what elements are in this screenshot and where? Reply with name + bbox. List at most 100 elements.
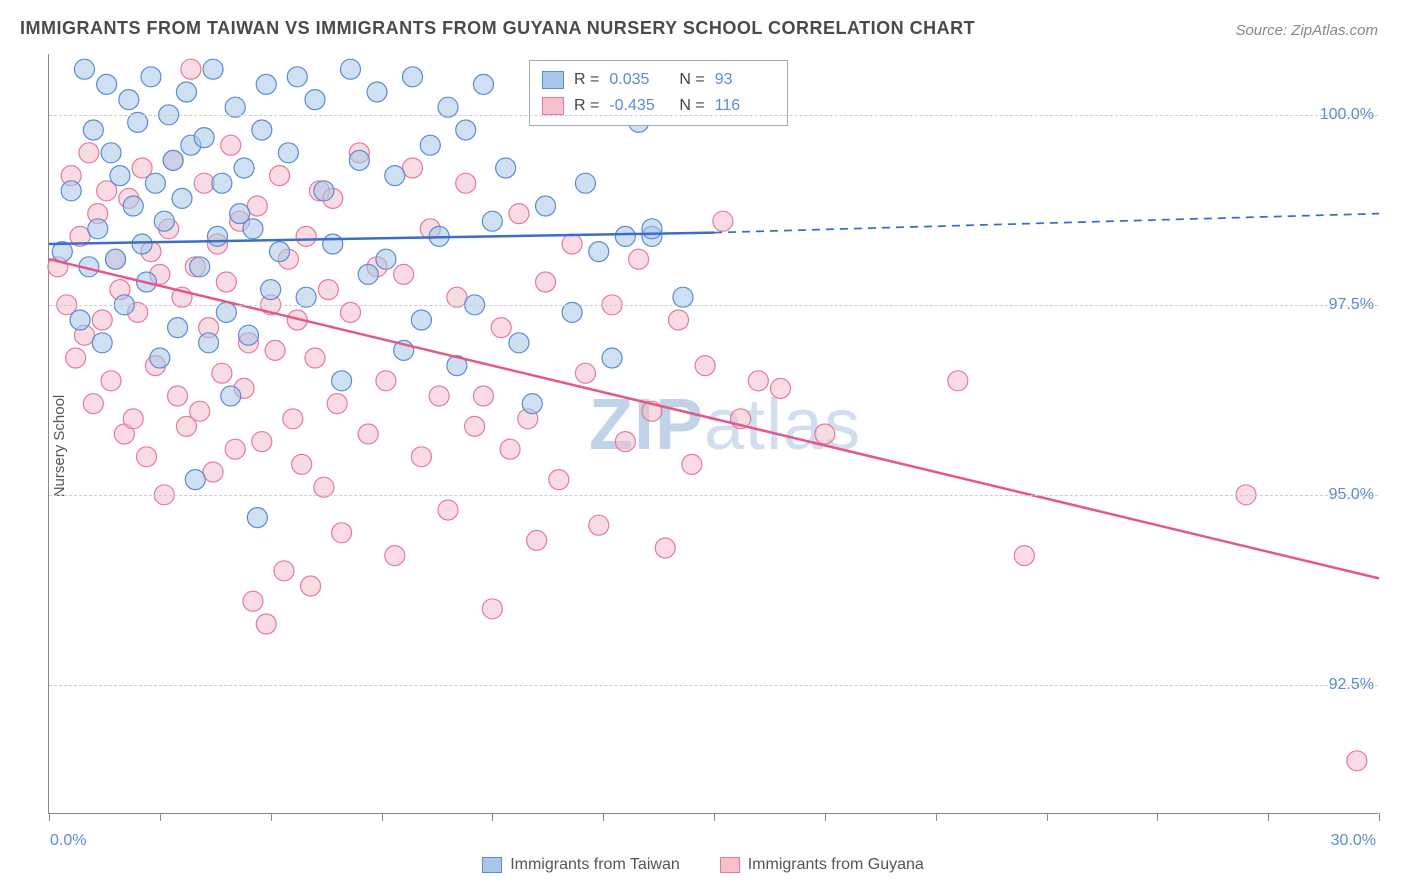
scatter-point — [119, 90, 139, 110]
scatter-point — [367, 82, 387, 102]
scatter-point — [655, 538, 675, 558]
scatter-point — [429, 386, 449, 406]
scatter-point — [482, 211, 502, 231]
y-tick-label: 95.0% — [1329, 486, 1382, 504]
scatter-point — [536, 272, 556, 292]
scatter-point — [305, 348, 325, 368]
scatter-point — [589, 515, 609, 535]
scatter-point — [79, 143, 99, 163]
scatter-point — [212, 173, 232, 193]
legend-r-guyana: -0.435 — [609, 97, 669, 115]
scatter-point — [292, 454, 312, 474]
scatter-point — [358, 264, 378, 284]
bottom-swatch-guyana — [720, 857, 740, 873]
scatter-point — [473, 386, 493, 406]
scatter-point — [163, 150, 183, 170]
scatter-point — [695, 356, 715, 376]
scatter-point — [629, 249, 649, 269]
scatter-point — [101, 371, 121, 391]
scatter-point — [203, 59, 223, 79]
scatter-point — [123, 196, 143, 216]
scatter-point — [270, 166, 290, 186]
scatter-point — [948, 371, 968, 391]
scatter-point — [771, 378, 791, 398]
scatter-point — [314, 181, 334, 201]
trendline-taiwan-dashed — [714, 214, 1379, 233]
scatter-point — [150, 348, 170, 368]
scatter-point — [575, 173, 595, 193]
chart-title: IMMIGRANTS FROM TAIWAN VS IMMIGRANTS FRO… — [20, 18, 975, 39]
legend-n-label: N = — [679, 71, 704, 89]
scatter-point — [473, 74, 493, 94]
legend-swatch-taiwan — [542, 71, 564, 89]
scatter-point — [212, 363, 232, 383]
bottom-label-guyana: Immigrants from Guyana — [748, 856, 924, 874]
scatter-point — [101, 143, 121, 163]
x-tick — [1268, 813, 1269, 821]
scatter-point — [70, 310, 90, 330]
correlation-legend: R = 0.035 N = 93 R = -0.435 N = 116 — [529, 60, 788, 126]
scatter-point — [185, 470, 205, 490]
scatter-point — [411, 447, 431, 467]
scatter-point — [1347, 751, 1367, 771]
scatter-point — [491, 318, 511, 338]
scatter-point — [669, 310, 689, 330]
scatter-point — [207, 226, 227, 246]
scatter-point — [106, 249, 126, 269]
scatter-point — [748, 371, 768, 391]
x-tick — [1047, 813, 1048, 821]
chart-svg — [49, 54, 1378, 813]
scatter-point — [301, 576, 321, 596]
scatter-point — [376, 371, 396, 391]
scatter-point — [682, 454, 702, 474]
scatter-point — [243, 219, 263, 239]
scatter-point — [141, 67, 161, 87]
scatter-point — [83, 394, 103, 414]
scatter-point — [252, 120, 272, 140]
scatter-point — [562, 234, 582, 254]
scatter-point — [642, 219, 662, 239]
scatter-point — [438, 500, 458, 520]
scatter-point — [265, 340, 285, 360]
scatter-point — [194, 128, 214, 148]
scatter-point — [509, 204, 529, 224]
scatter-point — [527, 530, 547, 550]
scatter-point — [1014, 546, 1034, 566]
bottom-label-taiwan: Immigrants from Taiwan — [510, 856, 680, 874]
scatter-point — [92, 310, 112, 330]
scatter-point — [221, 135, 241, 155]
x-axis-min-label: 0.0% — [50, 832, 86, 850]
scatter-point — [615, 432, 635, 452]
scatter-point — [110, 166, 130, 186]
scatter-point — [132, 234, 152, 254]
trendline-guyana — [49, 259, 1379, 578]
scatter-point — [296, 226, 316, 246]
scatter-point — [522, 394, 542, 414]
scatter-point — [256, 74, 276, 94]
scatter-point — [376, 249, 396, 269]
bottom-legend-guyana: Immigrants from Guyana — [720, 856, 924, 874]
bottom-legend: Immigrants from Taiwan Immigrants from G… — [0, 856, 1406, 874]
scatter-point — [61, 181, 81, 201]
scatter-point — [168, 386, 188, 406]
scatter-point — [97, 74, 117, 94]
scatter-point — [456, 173, 476, 193]
legend-n-taiwan: 93 — [715, 71, 775, 89]
x-tick — [1157, 813, 1158, 821]
scatter-point — [123, 409, 143, 429]
scatter-point — [496, 158, 516, 178]
scatter-point — [283, 409, 303, 429]
scatter-point — [815, 424, 835, 444]
scatter-point — [243, 591, 263, 611]
scatter-point — [225, 439, 245, 459]
scatter-point — [465, 416, 485, 436]
scatter-point — [394, 264, 414, 284]
legend-r-taiwan: 0.035 — [609, 71, 669, 89]
y-tick-label: 97.5% — [1329, 296, 1382, 314]
gridline — [49, 115, 1378, 116]
scatter-point — [234, 158, 254, 178]
scatter-point — [602, 348, 622, 368]
scatter-point — [137, 447, 157, 467]
source-attribution: Source: ZipAtlas.com — [1235, 22, 1378, 39]
scatter-point — [536, 196, 556, 216]
